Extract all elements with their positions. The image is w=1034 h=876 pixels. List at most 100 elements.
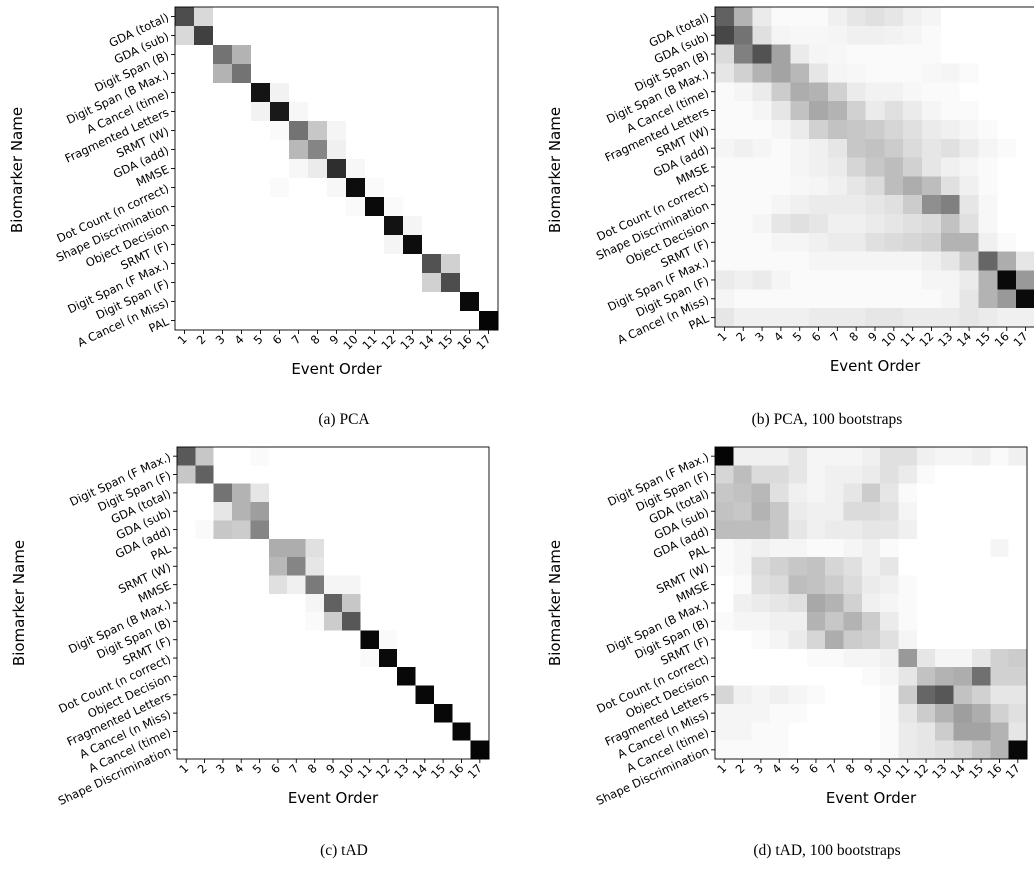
heatmap-cell	[415, 703, 435, 723]
heatmap-cell	[305, 740, 325, 760]
heatmap-cell	[378, 538, 398, 558]
heatmap-cell	[997, 289, 1017, 309]
heatmap-cell	[788, 685, 808, 705]
heatmap-cell	[959, 63, 979, 83]
heatmap-cell	[916, 667, 936, 686]
heatmap-cell	[752, 308, 772, 328]
heatmap-cell	[843, 520, 863, 540]
heatmap-cell	[479, 159, 499, 179]
heatmap-cell	[846, 195, 866, 215]
heatmap-cell	[1016, 25, 1034, 46]
heatmap-cell	[825, 593, 844, 613]
heatmap-cell	[327, 216, 347, 236]
heatmap-cell	[916, 538, 936, 558]
heatmap-cell	[715, 630, 734, 650]
heatmap-cell	[327, 45, 347, 65]
x-tick-label: 4	[232, 332, 247, 347]
heatmap-cell	[880, 483, 899, 503]
heatmap-cell	[287, 667, 306, 686]
heatmap-cell	[232, 648, 251, 668]
heatmap-cell	[268, 520, 288, 540]
heatmap-cell	[403, 197, 423, 217]
x-tick-label: 1	[176, 761, 191, 776]
heatmap-cell	[898, 502, 918, 521]
heatmap-cell	[308, 197, 328, 217]
heatmap-cell	[308, 83, 328, 103]
heatmap-cell	[940, 308, 961, 328]
heatmap-cell	[365, 26, 385, 46]
heatmap-panel-2: GDA (total)GDA (sub)Digit Span (B)Digit …	[546, 6, 1034, 428]
heatmap-cell	[997, 82, 1017, 102]
heatmap-cell	[397, 465, 416, 485]
heatmap-cell	[990, 483, 1010, 503]
heatmap-cell	[194, 7, 214, 27]
panel-caption: (c) tAD	[320, 842, 368, 859]
heatmap-cell	[250, 447, 270, 466]
heatmap-cell	[232, 557, 251, 576]
heatmap-cell	[232, 292, 252, 312]
heatmap-cell	[177, 648, 196, 668]
heatmap-cell	[940, 7, 961, 27]
heatmap-cell	[415, 667, 435, 686]
heatmap-cell	[213, 178, 233, 198]
heatmap-cell	[971, 483, 991, 503]
heatmap-cell	[289, 159, 309, 179]
heatmap-cell	[360, 740, 380, 760]
heatmap-cell	[715, 7, 735, 27]
heatmap-cell	[771, 289, 791, 309]
x-tick-label: 17	[1010, 329, 1030, 349]
heatmap-cell	[715, 703, 734, 723]
heatmap-cell	[270, 121, 290, 141]
y-axis-label: Biomarker Name	[546, 107, 564, 233]
heatmap-cell	[959, 25, 979, 46]
heatmap-cell	[861, 502, 881, 521]
heatmap-cell	[809, 176, 829, 196]
heatmap-cell	[289, 197, 309, 217]
heatmap-cell	[978, 157, 998, 177]
heatmap-cell	[213, 292, 233, 312]
heatmap-cell	[323, 447, 343, 466]
heatmap-cell	[360, 630, 380, 650]
heatmap-cell	[788, 447, 808, 466]
heatmap-cell	[323, 703, 343, 723]
heatmap-cell	[175, 159, 195, 179]
heatmap-cell	[884, 308, 904, 328]
heatmap-cell	[959, 138, 979, 158]
heatmap-cell	[940, 214, 961, 234]
heatmap-cell	[327, 197, 347, 217]
heatmap-cell	[177, 465, 196, 485]
heatmap-cell	[327, 121, 347, 141]
heatmap-cell	[177, 593, 196, 613]
heatmap-cell	[195, 538, 215, 558]
heatmap-cell	[479, 178, 499, 198]
heatmap-cell	[1008, 722, 1028, 742]
heatmap-cell	[327, 311, 347, 331]
heatmap-cell	[460, 121, 480, 141]
heatmap-cell	[990, 520, 1010, 540]
heatmap-cell	[384, 7, 404, 27]
heatmap-cell	[935, 593, 954, 613]
heatmap-cell	[327, 102, 347, 122]
heatmap-cell	[959, 44, 979, 64]
heatmap-cell	[959, 7, 979, 27]
heatmap-cell	[397, 557, 416, 576]
heatmap-cell	[771, 63, 791, 83]
heatmap-cell	[865, 251, 885, 271]
heatmap-cell	[827, 25, 848, 46]
heatmap-cell	[441, 7, 461, 27]
heatmap-cell	[752, 157, 772, 177]
heatmap-cell	[809, 119, 829, 140]
heatmap-cell	[751, 593, 771, 613]
heatmap-cell	[175, 64, 195, 84]
heatmap-cell	[751, 685, 771, 705]
heatmap-cell	[378, 648, 398, 668]
x-tick-label: 14	[954, 329, 974, 349]
heatmap-cell	[441, 140, 461, 160]
heatmap-cell	[898, 740, 918, 760]
heatmap-cell	[384, 83, 404, 103]
heatmap-cell	[250, 483, 270, 503]
heatmap-cell	[365, 140, 385, 160]
heatmap-cell	[251, 159, 271, 179]
heatmap-cell	[251, 292, 271, 312]
heatmap-cell	[342, 667, 361, 686]
